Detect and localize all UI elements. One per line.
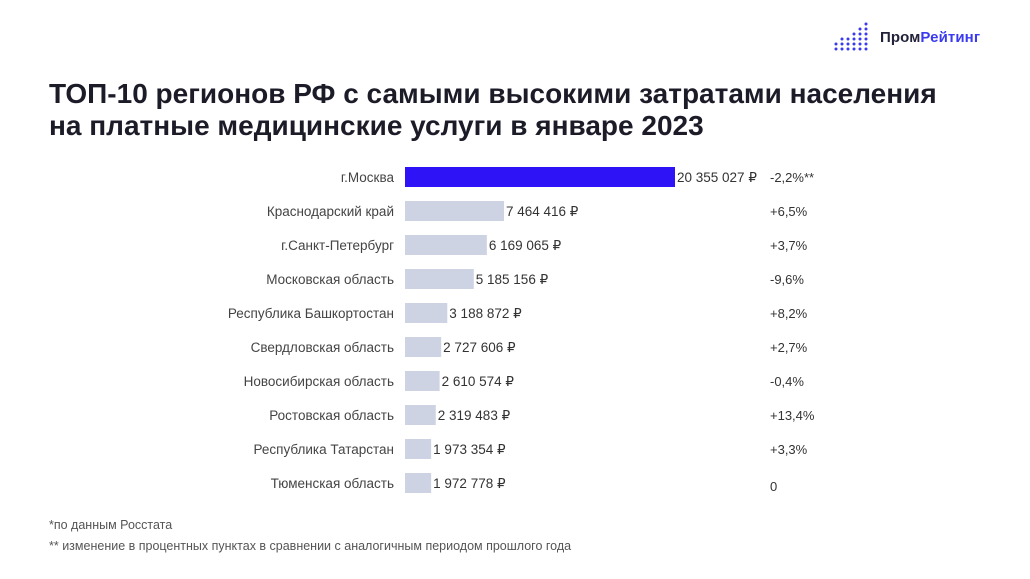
value-label: 2 319 483 ₽ [438, 408, 511, 423]
value-label: 5 185 156 ₽ [476, 272, 549, 287]
value-label: 3 188 872 ₽ [449, 306, 522, 321]
category-label: Новосибирская область [244, 374, 394, 389]
brand-name-part2: Рейтинг [920, 28, 981, 46]
bar [405, 167, 675, 187]
bar [405, 235, 487, 255]
value-label: 7 464 416 ₽ [506, 204, 579, 219]
change-label: +6,5% [770, 204, 808, 219]
footnotes: *по данным Росстата ** изменение в проце… [49, 515, 571, 557]
change-label: -0,4% [770, 374, 804, 389]
brand-name: ПромРейтинг [880, 29, 980, 46]
category-label: Республика Татарстан [253, 442, 394, 457]
chart-title: ТОП-10 регионов РФ с самыми высокими зат… [49, 78, 1009, 142]
bar [405, 303, 448, 323]
category-label: г.Санкт-Петербург [281, 238, 394, 253]
category-label: Краснодарский край [267, 204, 394, 219]
bar-chart: г.Москва 20 355 027 ₽ -2,2%** Краснодарский… [228, 167, 815, 494]
category-label: Свердловская область [251, 340, 394, 355]
brand-name-part1: Пром [880, 28, 921, 46]
bar [405, 439, 432, 459]
change-label: +3,7% [770, 238, 808, 253]
bar [405, 405, 436, 425]
category-label: г.Москва [341, 170, 395, 185]
bar [405, 473, 432, 493]
category-label: Ростовская область [269, 408, 394, 423]
bar [405, 371, 440, 391]
footnote-explanation: ** изменение в процентных пунктах в срав… [49, 539, 572, 553]
value-label: 20 355 027 ₽ [677, 170, 757, 185]
value-label: 1 973 354 ₽ [433, 442, 506, 457]
change-label: 0 [770, 479, 777, 494]
change-label: +2,7% [770, 340, 808, 355]
chart-title-line1: ТОП-10 регионов РФ с самыми высокими зат… [49, 78, 937, 109]
bar [405, 337, 442, 357]
bar [405, 201, 505, 221]
value-label: 2 610 574 ₽ [442, 374, 515, 389]
change-label: +3,3% [770, 442, 808, 457]
category-label: Республика Башкортостан [228, 306, 394, 321]
value-label: 6 169 065 ₽ [489, 238, 562, 253]
bar [405, 269, 474, 289]
change-label: -2,2%** [770, 170, 814, 185]
chart-title-line2: на платные медицинские услуги в январе 2… [49, 110, 704, 141]
change-label: +13,4% [770, 408, 815, 423]
change-label: -9,6% [770, 272, 804, 287]
footnote-source: *по данным Росстата [49, 518, 173, 532]
brand-logo: ПромРейтинг [834, 22, 980, 52]
category-label: Московская область [266, 272, 394, 287]
value-label: 2 727 606 ₽ [443, 340, 516, 355]
logo-dots-icon [834, 22, 868, 51]
category-label: Тюменская область [271, 476, 394, 491]
change-label: +8,2% [770, 306, 808, 321]
value-label: 1 972 778 ₽ [433, 476, 506, 491]
